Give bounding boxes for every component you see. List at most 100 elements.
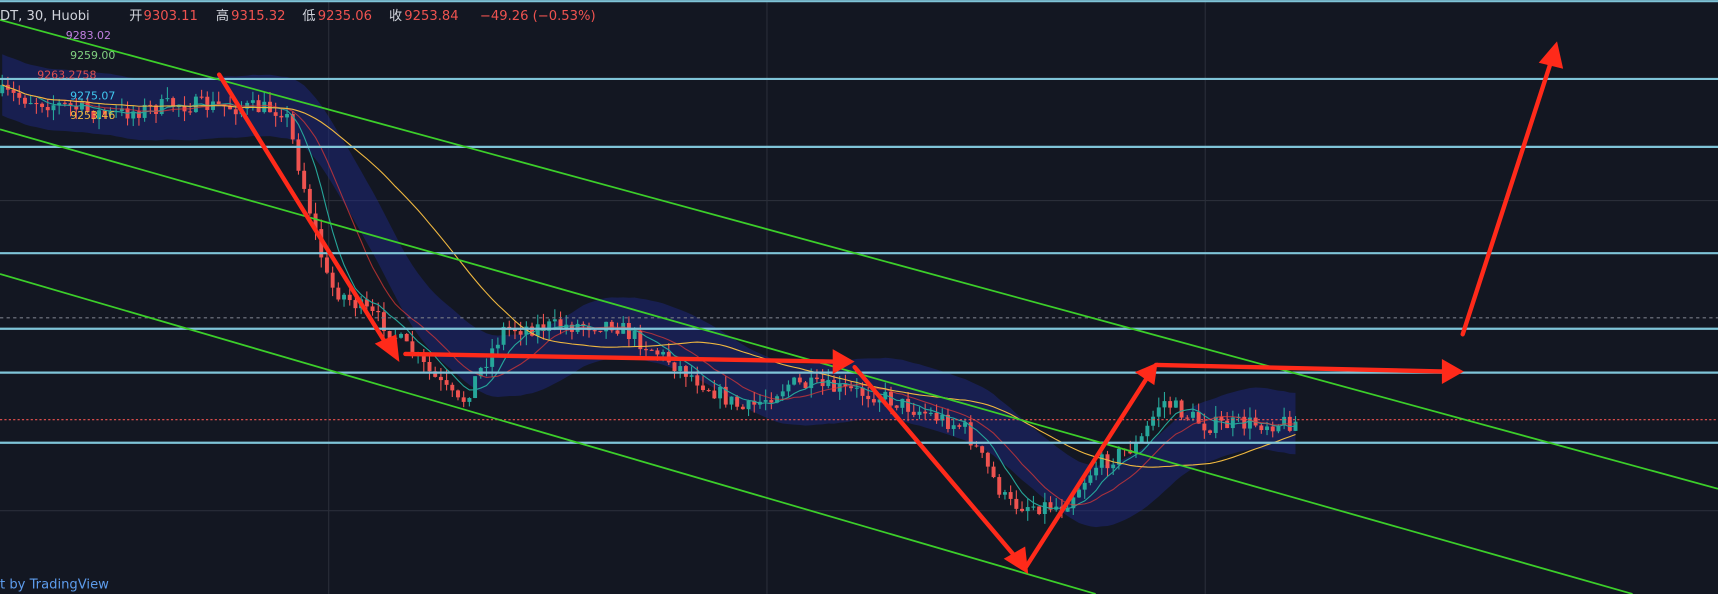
- candle-body: [911, 411, 916, 415]
- candle-body: [1008, 492, 1013, 499]
- candle-body: [438, 376, 443, 381]
- candle-body: [28, 102, 33, 105]
- candle-body: [68, 103, 73, 107]
- candle-body: [746, 400, 751, 410]
- candle-body: [279, 115, 284, 118]
- candle-body: [604, 321, 609, 332]
- change: −49.26 (−0.53%): [480, 9, 596, 24]
- candle-body: [1179, 400, 1184, 418]
- candle-body: [832, 379, 836, 392]
- candle-body: [410, 341, 415, 357]
- candle-body: [615, 330, 620, 334]
- candle-body: [826, 379, 831, 387]
- candle-body: [934, 412, 939, 421]
- candle-body: [752, 400, 757, 405]
- candle-body: [250, 100, 255, 103]
- candle-body: [763, 400, 768, 402]
- candle-body: [592, 330, 597, 332]
- candle-body: [740, 406, 745, 410]
- candle-body: [598, 330, 603, 332]
- candle-body: [883, 391, 888, 400]
- high-label: 高: [216, 7, 229, 24]
- candle-body: [324, 257, 329, 273]
- candle-body: [701, 385, 705, 391]
- candle-body: [199, 96, 204, 98]
- candle-body: [307, 188, 312, 214]
- horizontal-levels: [0, 0, 1718, 444]
- candle-body: [45, 107, 50, 111]
- candle-body: [1042, 502, 1047, 514]
- candle-body: [672, 362, 677, 372]
- candle-body: [1270, 426, 1275, 432]
- candle-body: [1031, 506, 1036, 508]
- candle-body: [797, 377, 802, 383]
- candle-body: [644, 349, 648, 351]
- candle-body: [347, 294, 352, 301]
- candle-body: [165, 98, 170, 100]
- candle-body: [814, 377, 819, 380]
- candle-body: [1196, 411, 1201, 424]
- close-label: 收: [389, 8, 402, 24]
- low-label: 低: [302, 8, 315, 24]
- candle-body: [1099, 454, 1104, 468]
- candle-body: [290, 113, 295, 140]
- candle-body: [1219, 416, 1224, 421]
- candle-body: [119, 108, 124, 112]
- candle-body: [1014, 498, 1019, 509]
- candle-body: [205, 96, 210, 110]
- candle-body: [928, 412, 933, 414]
- candle-body: [216, 101, 221, 105]
- candle-body: [461, 397, 466, 402]
- candle-body: [968, 422, 973, 446]
- candle-body: [1082, 482, 1087, 490]
- candle-body: [1168, 401, 1173, 408]
- candle-body: [62, 102, 67, 104]
- footer-brand: t by TradingView: [0, 578, 109, 593]
- candle-body: [945, 414, 950, 429]
- candle-body: [609, 321, 614, 331]
- candle-body: [1259, 425, 1264, 431]
- candle-body: [837, 384, 842, 392]
- candle-body: [849, 386, 854, 389]
- candle-body: [228, 106, 233, 110]
- candle-body: [1156, 407, 1161, 417]
- candle-body: [1162, 401, 1167, 408]
- candle-body: [102, 110, 107, 115]
- candle-body: [547, 321, 552, 331]
- candles: [0, 74, 1298, 524]
- candle-body: [809, 377, 814, 389]
- candle-body: [683, 366, 688, 377]
- candle-body: [626, 323, 631, 339]
- candle-body: [330, 272, 335, 288]
- candle-body: [1037, 506, 1042, 514]
- candle-body: [467, 398, 472, 402]
- candle-body: [518, 331, 523, 335]
- candle-body: [427, 361, 432, 372]
- candle-body: [433, 371, 438, 377]
- candle-body: [1105, 454, 1110, 469]
- candle-body: [1230, 417, 1235, 429]
- candle-body: [866, 395, 871, 400]
- bollinger-band: [2, 54, 1296, 528]
- candle-body: [342, 294, 347, 300]
- candle-body: [735, 396, 740, 407]
- indicator-value: 9259.00: [70, 49, 115, 62]
- candle-body: [0, 84, 5, 94]
- candle-body: [1077, 489, 1081, 498]
- candle-body: [1173, 400, 1178, 408]
- candle-body: [718, 386, 723, 399]
- candle-body: [1134, 442, 1138, 454]
- candle-body: [712, 390, 717, 399]
- candle-body: [1145, 425, 1150, 437]
- candle-body: [1094, 467, 1099, 476]
- candle-body: [860, 387, 865, 396]
- candle-body: [387, 331, 392, 338]
- candle-body: [974, 445, 979, 447]
- candle-body: [638, 330, 643, 350]
- candle-body: [313, 213, 318, 230]
- candle-body: [729, 396, 734, 405]
- candle-body: [1208, 430, 1213, 433]
- candle-body: [917, 411, 922, 415]
